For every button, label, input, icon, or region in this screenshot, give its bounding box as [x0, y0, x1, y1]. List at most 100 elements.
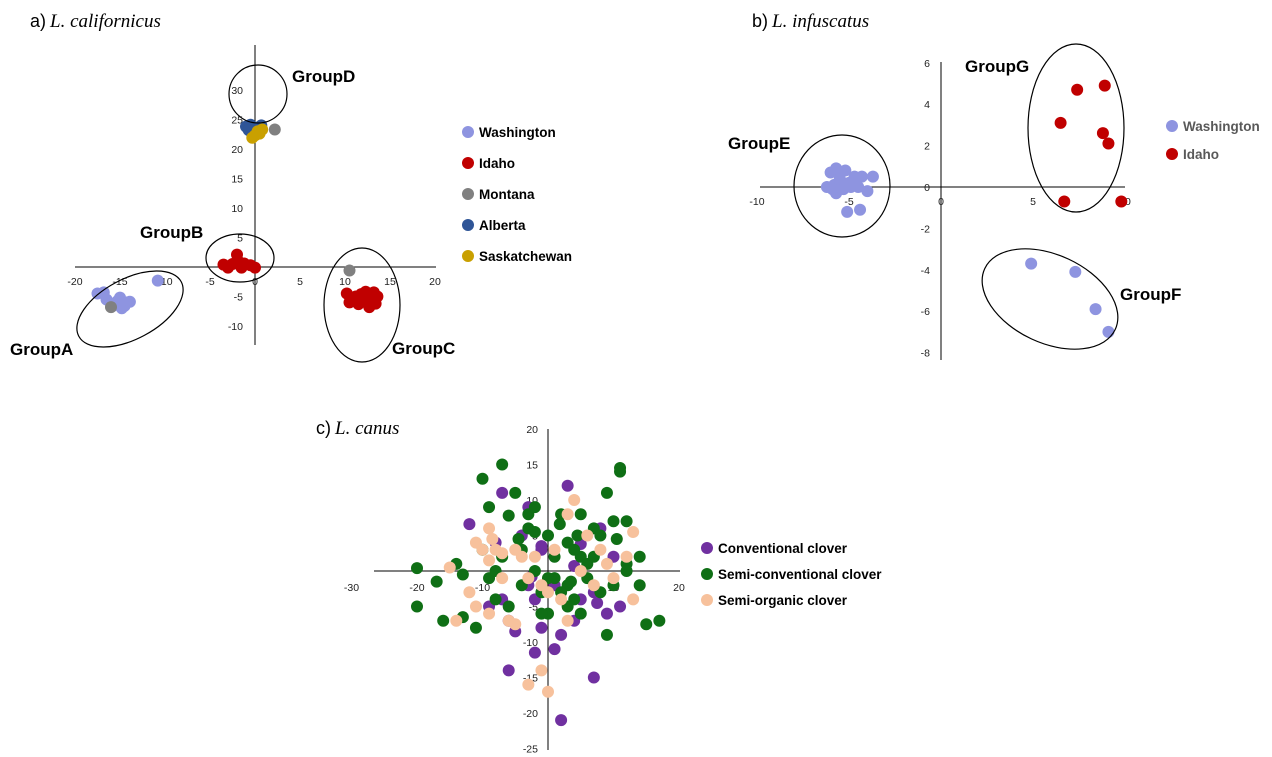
data-point — [553, 518, 566, 531]
x-tick-label: -20 — [67, 276, 82, 288]
legend-marker — [462, 157, 474, 169]
x-tick-label: -30 — [344, 582, 359, 594]
data-point — [571, 529, 584, 542]
data-point — [542, 586, 554, 599]
data-point — [443, 561, 456, 574]
data-point — [411, 600, 423, 613]
data-point — [620, 515, 633, 528]
legend-marker — [701, 542, 713, 554]
data-point — [587, 579, 600, 592]
y-tick-label: -6 — [921, 306, 930, 318]
data-point — [561, 508, 574, 521]
group-e-ellipse — [793, 134, 891, 238]
data-point — [463, 518, 476, 531]
data-point — [594, 529, 607, 542]
data-point — [594, 543, 607, 556]
data-point — [633, 550, 646, 563]
data-point — [555, 593, 568, 606]
panel-c-legend: Conventional clover Semi-conventional clo… — [701, 541, 882, 608]
data-point — [574, 508, 587, 521]
data-point — [855, 170, 868, 183]
data-point — [509, 618, 522, 631]
panel-b-title: L. infuscatus — [771, 11, 869, 32]
legend-marker — [701, 568, 713, 580]
data-point — [1071, 83, 1084, 96]
data-point — [483, 522, 496, 535]
group-g-label: GroupG — [965, 57, 1029, 76]
data-point — [256, 123, 269, 136]
y-tick-label: 10 — [231, 203, 243, 215]
x-tick-label: 0 — [938, 196, 944, 208]
panel-b-legend: Washington Idaho — [1166, 119, 1260, 162]
x-tick-label: -10 — [475, 582, 490, 594]
legend-label: Montana — [479, 187, 535, 202]
data-point — [640, 618, 653, 631]
x-tick-label: -5 — [205, 276, 214, 288]
y-tick-label: 20 — [526, 424, 538, 436]
data-point — [535, 607, 548, 620]
data-point — [607, 515, 620, 528]
data-point — [542, 529, 554, 542]
group-f-label: GroupF — [1120, 285, 1181, 304]
legend-label: Semi-organic clover — [718, 593, 848, 608]
data-point — [509, 543, 522, 556]
x-tick-label: 20 — [673, 582, 685, 594]
data-point — [522, 572, 535, 585]
data-point — [437, 614, 450, 627]
x-tick-label: 5 — [297, 276, 303, 288]
panel-c-points — [411, 458, 666, 727]
data-point — [535, 540, 548, 553]
y-tick-label: -10 — [523, 637, 538, 649]
y-tick-label: -5 — [234, 292, 243, 304]
data-point — [496, 572, 509, 585]
data-point — [528, 501, 541, 514]
y-tick-label: -25 — [523, 744, 538, 756]
y-tick-label: -20 — [523, 708, 538, 720]
legend-label: Washington — [1183, 119, 1260, 134]
data-point — [343, 264, 356, 277]
data-point — [365, 288, 378, 301]
data-point — [450, 614, 463, 627]
data-point — [568, 494, 581, 506]
data-point — [356, 295, 369, 308]
data-point — [535, 621, 548, 634]
legend-label: Alberta — [479, 218, 526, 233]
data-point — [483, 501, 496, 514]
svg-text:b)L. infuscatus: b) L. infuscatus — [752, 11, 869, 32]
y-tick-label: 15 — [231, 174, 243, 186]
data-point — [1096, 127, 1109, 140]
data-point — [456, 568, 469, 581]
data-point — [561, 614, 574, 627]
data-point — [469, 600, 482, 613]
data-point — [548, 643, 561, 656]
data-point — [542, 685, 554, 698]
y-tick-label: 30 — [231, 85, 243, 97]
data-point — [555, 714, 568, 727]
y-tick-label: 6 — [924, 58, 930, 70]
data-point — [496, 486, 509, 499]
data-point — [486, 533, 499, 546]
legend-label: Saskatchewan — [479, 249, 572, 264]
panel-a-label: a) — [30, 11, 46, 31]
data-point — [614, 462, 627, 475]
data-point — [839, 164, 852, 177]
group-c-ellipse — [323, 247, 401, 363]
data-point — [620, 565, 633, 577]
legend-marker — [701, 594, 713, 606]
x-tick-label: -5 — [844, 196, 853, 208]
panel-b-axes — [760, 62, 1125, 360]
y-tick-label: 4 — [924, 99, 930, 111]
y-tick-label: 25 — [231, 115, 243, 127]
data-point — [1115, 195, 1128, 208]
y-tick-label: 5 — [237, 233, 243, 245]
group-d-ellipse — [228, 64, 288, 124]
data-point — [548, 543, 561, 556]
y-tick-label: -5 — [529, 602, 538, 614]
data-point — [564, 575, 577, 588]
data-point — [607, 572, 620, 585]
data-point — [1102, 325, 1115, 338]
data-point — [866, 170, 879, 183]
